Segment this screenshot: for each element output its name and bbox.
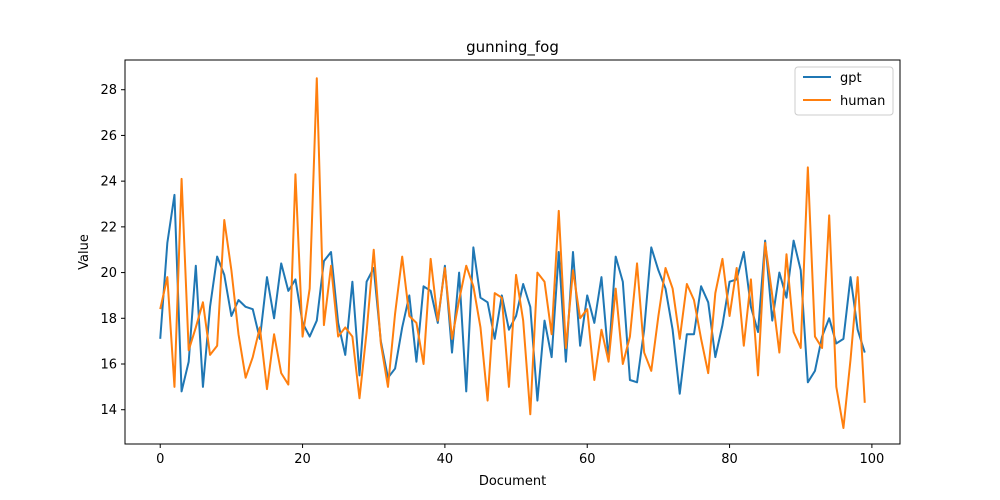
legend-label-human: human	[840, 94, 885, 109]
y-tick-label: 26	[100, 129, 117, 144]
x-tick-label: 20	[294, 452, 311, 467]
chart-title: gunning_fog	[466, 38, 559, 57]
axis-ticks: 0 20 40 60 80 100 14 16 18 20 22 24 26 28	[100, 83, 884, 467]
y-tick-label: 28	[100, 83, 117, 98]
legend-label-gpt: gpt	[840, 71, 862, 86]
y-tick-label: 22	[100, 220, 117, 235]
x-tick-label: 40	[437, 452, 454, 467]
legend-frame	[794, 66, 894, 116]
plot-frame	[124, 59, 901, 445]
y-tick-label: 24	[100, 175, 117, 190]
x-tick-label: 100	[859, 452, 884, 467]
y-axis-label: Value	[77, 234, 92, 270]
x-tick-label: 60	[579, 452, 596, 467]
x-axis-label: Document	[479, 474, 546, 489]
y-tick-label: 20	[100, 266, 117, 281]
y-tick-label: 14	[100, 403, 117, 418]
legend: gpt human	[794, 66, 894, 116]
x-tick-label: 80	[721, 452, 738, 467]
plot-area	[159, 77, 866, 429]
y-tick-label: 16	[100, 358, 117, 373]
series-line-human	[159, 77, 866, 429]
x-tick-label: 0	[156, 452, 164, 467]
y-tick-label: 18	[100, 312, 117, 327]
